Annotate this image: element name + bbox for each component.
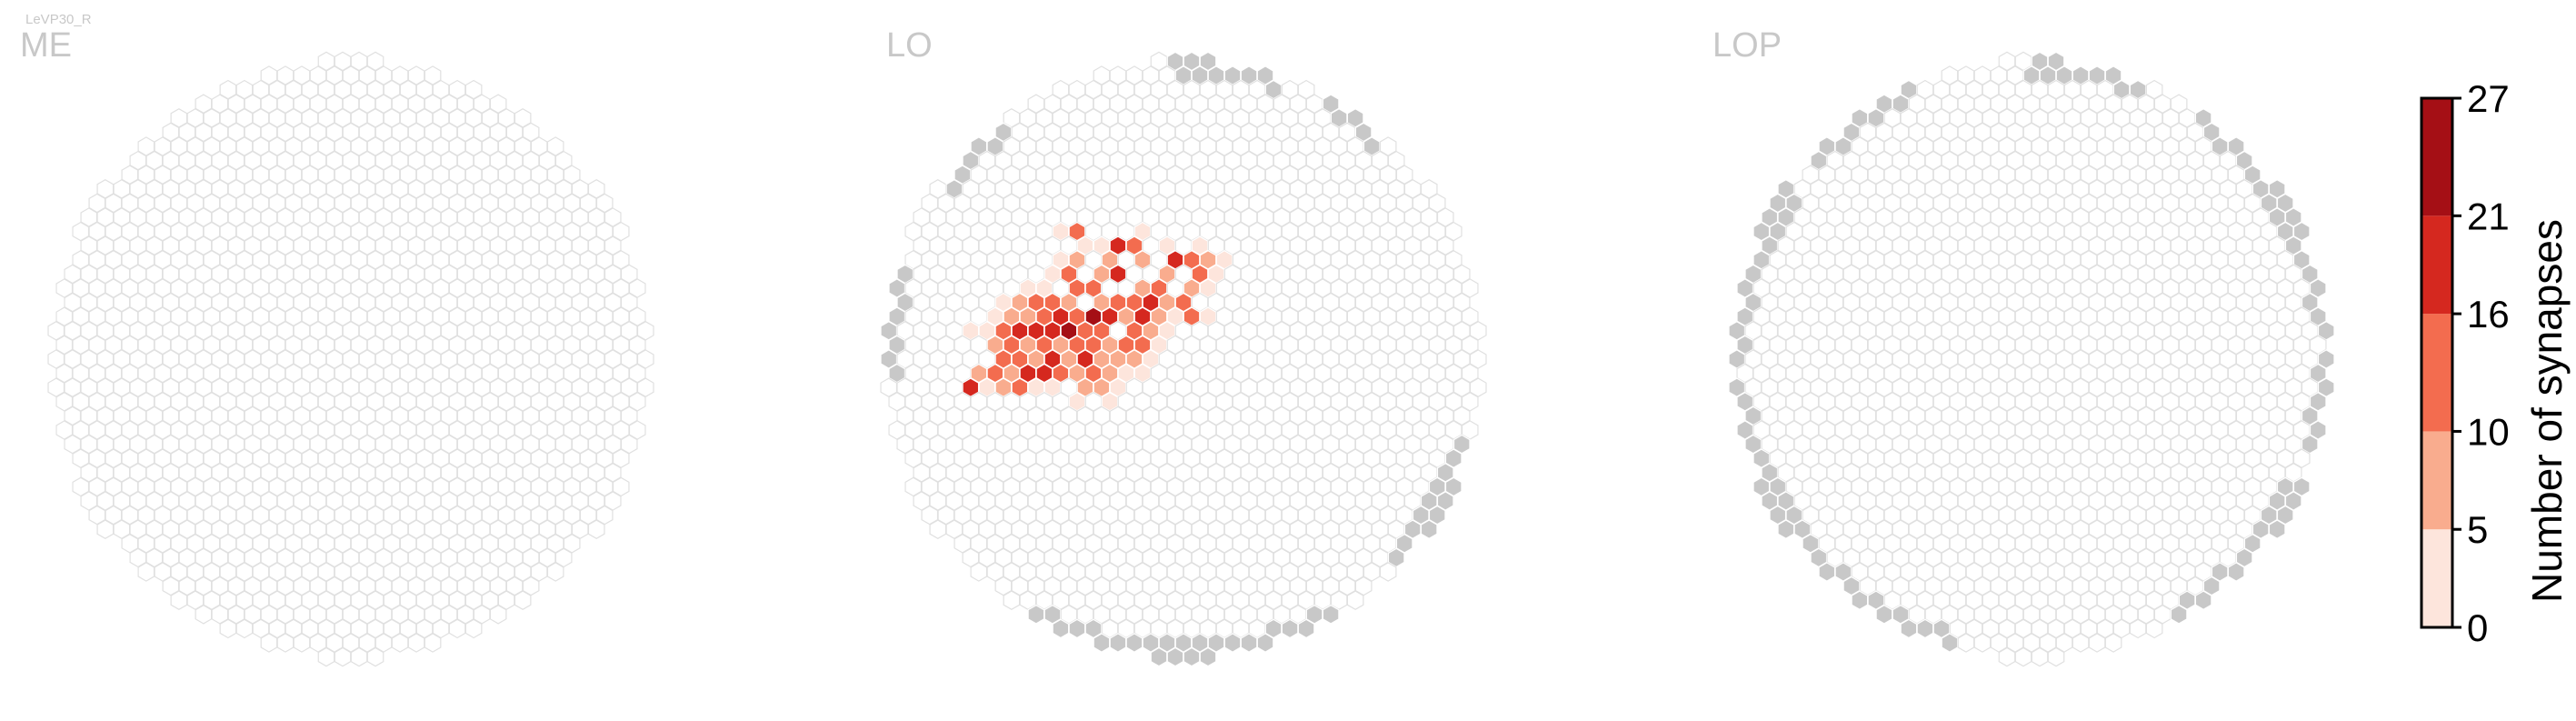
me-hex-cell — [334, 646, 352, 667]
lo-hex-cell — [1027, 605, 1045, 625]
me-hex-cell — [260, 633, 278, 653]
lo-hex-cell — [1093, 633, 1111, 653]
colorbar-tick-label: 16 — [2467, 293, 2510, 335]
lo-hex-cell — [1109, 633, 1127, 653]
lo-hex-cell — [1240, 633, 1258, 653]
lop-hex-cell — [2031, 646, 2049, 667]
me-hex-cell — [464, 618, 483, 639]
colorbar: 0 5 10 16 21 27 — [2420, 77, 2510, 649]
me-hex-cell — [235, 618, 254, 639]
me-hex-cell — [170, 590, 188, 610]
me-hex-cell — [546, 562, 564, 582]
me-hex-cell — [219, 618, 237, 639]
panel-lop-hexgrid — [1728, 51, 2335, 667]
panel-title-lo: LO — [886, 26, 933, 65]
lo-hex-cell — [1297, 618, 1315, 639]
me-hex-cell — [407, 633, 425, 653]
lop-hex-cell — [1777, 519, 1795, 539]
me-hex-cell — [317, 646, 335, 667]
lo-hex-cell — [929, 519, 947, 539]
me-hex-cell — [96, 519, 115, 539]
lop-hex-cell — [2268, 519, 2286, 539]
me-hex-cell — [391, 633, 409, 653]
lo-hex-cell — [1125, 633, 1143, 653]
lop-hex-cell — [2129, 618, 2147, 639]
colorbar-bin — [2421, 529, 2452, 627]
colorbar-bin — [2421, 98, 2452, 216]
lo-hex-cell — [1052, 618, 1070, 639]
lo-hex-cell — [1223, 633, 1242, 653]
me-hex-cell — [137, 562, 155, 582]
lop-hex-cell — [1941, 633, 1959, 653]
lop-hex-cell — [2014, 646, 2032, 667]
me-hex-cell — [293, 633, 311, 653]
me-hex-cell — [195, 605, 213, 625]
lo-hex-cell — [1166, 646, 1184, 667]
lop-hex-cell — [1973, 633, 1992, 653]
me-hex-cell — [350, 646, 368, 667]
panel-title-me: ME — [20, 26, 72, 65]
colorbar-bin — [2421, 215, 2452, 315]
me-hex-cell — [514, 590, 532, 610]
lo-hex-cell — [1420, 519, 1438, 539]
lo-hex-cell — [1346, 590, 1364, 610]
lo-hex-cell — [1379, 562, 1397, 582]
me-hex-cell — [489, 605, 507, 625]
colorbar-tick-label: 10 — [2467, 410, 2510, 453]
lo-hex-cell — [1322, 605, 1340, 625]
lop-hex-cell — [1900, 618, 1918, 639]
lop-hex-cell — [1957, 633, 1975, 653]
panel-title-lop: LOP — [1712, 26, 1782, 65]
colorbar-tick-label: 5 — [2467, 508, 2488, 551]
me-hex-cell — [276, 633, 295, 653]
lo-hex-cell — [970, 562, 988, 582]
me-hex-cell — [366, 646, 384, 667]
colorbar-tick-label: 21 — [2467, 195, 2510, 237]
lo-hex-cell — [1183, 646, 1201, 667]
lop-hex-cell — [2047, 646, 2065, 667]
lop-hex-cell — [1916, 618, 1934, 639]
lop-hex-cell — [2170, 605, 2188, 625]
lop-hex-cell — [1851, 590, 1869, 610]
lo-hex-cell — [1068, 618, 1086, 639]
panel-lo-hexgrid — [880, 51, 1487, 667]
lo-hex-cell — [1150, 646, 1168, 667]
lop-hex-cell — [2227, 562, 2245, 582]
colorbar-frame — [2420, 96, 2454, 629]
lop-hex-cell — [2088, 633, 2106, 653]
colorbar-label: Number of synapses — [2523, 219, 2571, 603]
lo-hex-cell — [1003, 590, 1021, 610]
colorbar-bin — [2421, 431, 2452, 530]
cell-type-label: LeVP30_R — [25, 12, 92, 27]
lop-hex-cell — [2104, 633, 2122, 653]
me-hex-cell — [424, 633, 442, 653]
lop-hex-cell — [1998, 646, 2016, 667]
me-hex-cell — [448, 618, 466, 639]
colorbar-bin — [2421, 314, 2452, 432]
lop-hex-cell — [1875, 605, 1893, 625]
panel-me-hexgrid — [47, 51, 654, 667]
colorbar-tick-label: 0 — [2467, 606, 2488, 649]
lop-hex-cell — [2194, 590, 2212, 610]
lop-hex-cell — [2145, 618, 2163, 639]
lop-hex-cell — [2072, 633, 2090, 653]
lo-hex-cell — [1281, 618, 1299, 639]
lo-hex-cell — [1256, 633, 1274, 653]
lop-hex-cell — [1818, 562, 1836, 582]
lo-hex-cell — [1199, 646, 1217, 667]
colorbar-tick-label: 27 — [2467, 77, 2510, 120]
me-hex-cell — [587, 519, 605, 539]
